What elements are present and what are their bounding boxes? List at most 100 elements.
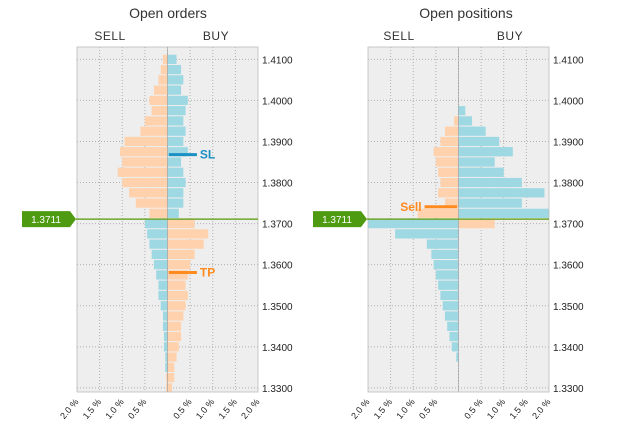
orders-bar-buy bbox=[167, 75, 184, 85]
orders-bar-buy bbox=[167, 321, 182, 331]
orders-x-tick-label: 2.0 % bbox=[58, 397, 80, 421]
positions-y-tick-label: 1.3900 bbox=[553, 137, 584, 148]
orders-bar-buy bbox=[167, 373, 175, 383]
positions-bar-sell bbox=[444, 126, 459, 136]
positions-y-tick-label: 1.3500 bbox=[553, 302, 584, 313]
positions-bar-sell bbox=[440, 290, 459, 301]
orders-y-tick-label: 1.3600 bbox=[262, 261, 293, 272]
orders-bar-buy bbox=[167, 311, 184, 321]
positions-bar-sell bbox=[444, 311, 459, 321]
orders-y-tick-label: 1.3800 bbox=[262, 179, 293, 190]
positions-bar-sell bbox=[438, 280, 459, 290]
orders-y-tick-label: 1.3500 bbox=[262, 302, 293, 313]
orders-bar-sell bbox=[129, 188, 168, 198]
orders-current-price-badge bbox=[22, 211, 76, 228]
positions-bar-sell bbox=[442, 301, 459, 311]
positions-bar-buy bbox=[458, 147, 513, 157]
positions-bar-buy bbox=[458, 188, 545, 198]
orders-bar-buy bbox=[167, 229, 209, 239]
orders-buy-label: BUY bbox=[203, 29, 229, 43]
orders-annotation-tp-label: TP bbox=[200, 265, 215, 279]
orders-bar-sell bbox=[151, 249, 168, 260]
positions-bar-buy bbox=[458, 198, 522, 208]
orders-y-tick-label: 1.3900 bbox=[262, 137, 293, 148]
orders-bar-sell bbox=[140, 126, 168, 136]
orders-bar-sell bbox=[122, 177, 168, 188]
orders-bar-sell bbox=[149, 95, 168, 106]
orders-bar-sell bbox=[160, 64, 168, 75]
positions-x-tick-label: 0.5 % bbox=[417, 397, 439, 421]
orders-bar-buy bbox=[167, 54, 177, 64]
orders-title: Open orders bbox=[129, 5, 207, 21]
orders-bar-buy bbox=[167, 157, 182, 167]
orders-y-tick-label: 1.3700 bbox=[262, 220, 293, 231]
orders-bar-sell bbox=[149, 208, 168, 218]
positions-bar-sell bbox=[451, 342, 459, 352]
orders-bar-buy bbox=[167, 208, 179, 218]
orders-x-tick-label: 2.0 % bbox=[239, 397, 261, 421]
positions-bar-buy bbox=[458, 126, 486, 136]
positions-x-tick-label: 1.5 % bbox=[372, 397, 394, 421]
orders-y-tick-label: 1.4000 bbox=[262, 96, 293, 107]
positions-current-price-text: 1.3711 bbox=[322, 215, 352, 226]
positions-bar-sell bbox=[447, 321, 459, 331]
positions-y-tick-label: 1.4100 bbox=[553, 55, 584, 66]
orders-bar-buy bbox=[167, 383, 173, 393]
orders-bar-sell bbox=[144, 218, 168, 229]
orders-bar-buy bbox=[167, 239, 204, 249]
positions-bar-sell bbox=[368, 218, 459, 229]
orders-bar-sell bbox=[135, 198, 168, 208]
positions-bar-buy bbox=[458, 136, 500, 147]
orders-bar-buy bbox=[167, 136, 184, 147]
positions-x-tick-label: 1.0 % bbox=[485, 397, 507, 421]
orders-bar-buy bbox=[167, 352, 177, 362]
orders-bar-buy bbox=[167, 106, 186, 116]
orders-bar-buy bbox=[167, 116, 184, 126]
positions-bar-sell bbox=[433, 260, 459, 270]
orders-y-tick-label: 1.4100 bbox=[262, 55, 293, 66]
orders-bar-sell bbox=[144, 116, 168, 126]
orders-bar-sell bbox=[158, 280, 168, 290]
positions-bar-buy bbox=[458, 167, 504, 177]
positions-title: Open positions bbox=[419, 5, 512, 21]
positions-bar-buy bbox=[458, 157, 495, 167]
positions-bar-sell bbox=[426, 239, 459, 249]
orders-bar-buy bbox=[167, 362, 175, 372]
orders-bar-sell bbox=[163, 331, 168, 342]
positions-y-tick-label: 1.3800 bbox=[553, 179, 584, 190]
orders-bar-buy bbox=[167, 167, 184, 177]
positions-bar-sell bbox=[417, 208, 459, 218]
orders-bar-sell bbox=[147, 229, 168, 239]
orders-y-tick-label: 1.3300 bbox=[262, 384, 293, 395]
orders-bar-sell bbox=[153, 260, 168, 270]
orders-bar-sell bbox=[119, 147, 168, 157]
positions-annotation-sell-label: Sell bbox=[400, 200, 421, 214]
positions-current-price-badge bbox=[313, 211, 367, 228]
positions-y-tick-label: 1.3600 bbox=[553, 261, 584, 272]
positions-y-tick-label: 1.4000 bbox=[553, 96, 584, 107]
positions-bar-sell bbox=[435, 157, 459, 167]
orders-y-tick-label: 1.3400 bbox=[262, 343, 293, 354]
orders-bar-sell bbox=[117, 167, 168, 177]
positions-y-tick-label: 1.3300 bbox=[553, 384, 584, 395]
orders-bar-sell bbox=[162, 54, 168, 64]
positions-bar-sell bbox=[431, 249, 459, 260]
orders-bar-sell bbox=[122, 157, 168, 167]
orders-bar-sell bbox=[166, 373, 168, 383]
orders-bar-buy bbox=[167, 331, 182, 342]
positions-x-tick-label: 0.5 % bbox=[462, 397, 484, 421]
orders-current-price-label: 1.3711 bbox=[22, 211, 76, 228]
orders-x-tick-label: 1.0 % bbox=[194, 397, 216, 421]
orders-bar-buy bbox=[167, 290, 188, 301]
orders-bar-sell bbox=[165, 352, 168, 362]
orders-bar-buy bbox=[167, 280, 186, 290]
orders-bar-buy bbox=[167, 64, 182, 75]
orders-bar-buy bbox=[167, 342, 179, 352]
positions-bar-buy bbox=[458, 116, 473, 126]
positions-bar-sell bbox=[456, 352, 459, 362]
orders-bar-buy bbox=[167, 85, 182, 95]
positions-sell-label: SELL bbox=[383, 29, 414, 43]
orders-x-tick-label: 0.5 % bbox=[126, 397, 148, 421]
positions-buy-label: BUY bbox=[497, 29, 523, 43]
